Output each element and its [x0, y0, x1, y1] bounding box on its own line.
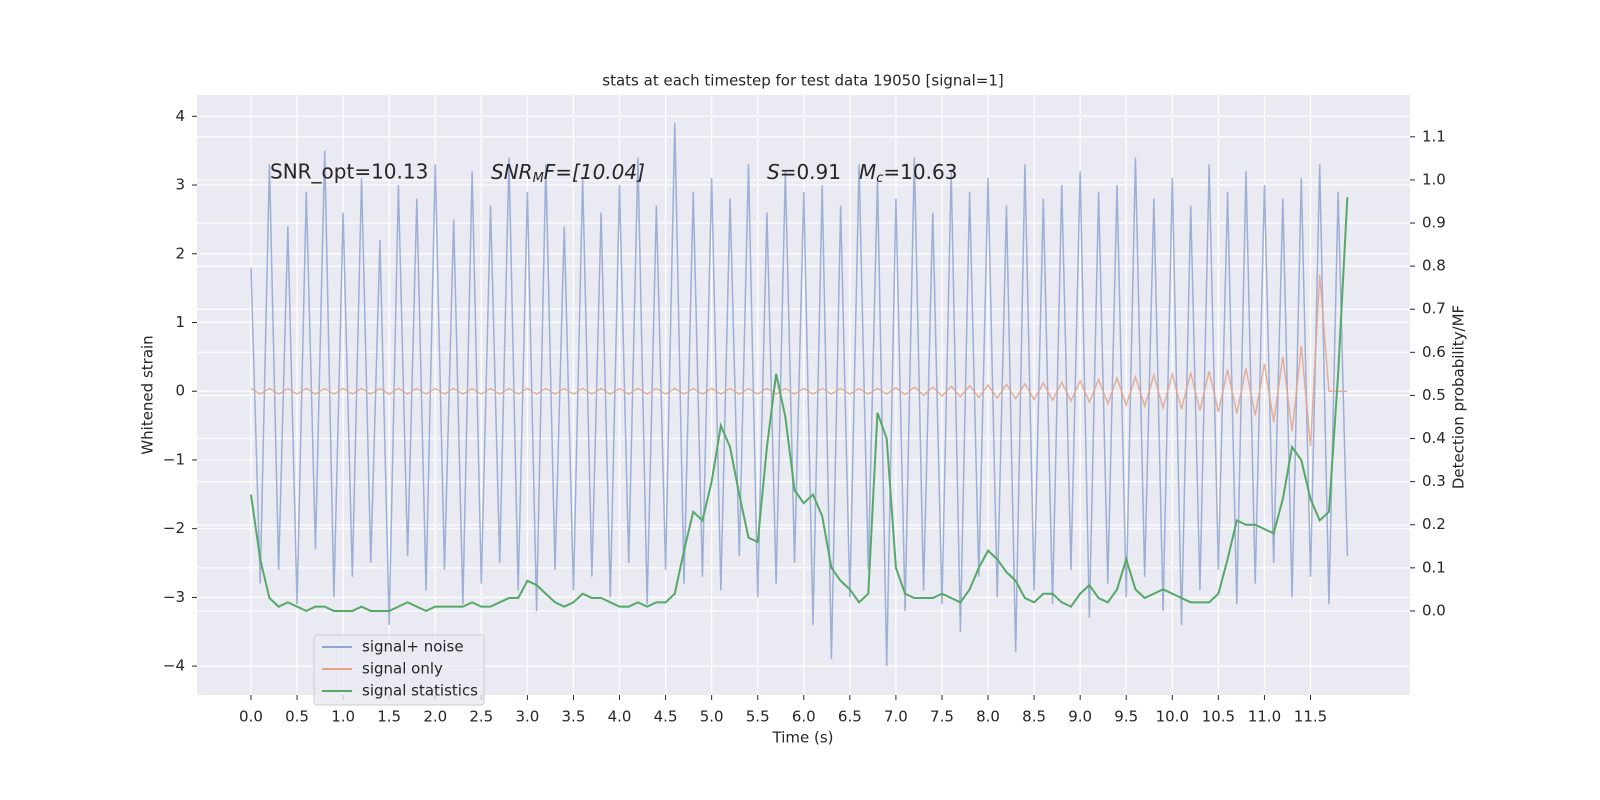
series-line	[250, 274, 1348, 447]
x-tick-label: 7.0	[884, 708, 908, 726]
series-line	[250, 123, 1349, 667]
marks	[249, 123, 1349, 667]
y2-tick-label: 0.4	[1422, 429, 1446, 447]
y2-axis-label: Detection probability/MF	[1450, 305, 1468, 489]
annotation-part: =10.63	[883, 160, 957, 184]
x-tick-label: 6.5	[838, 708, 862, 726]
y-tick-label: 3	[175, 176, 185, 194]
y-tick-label: −2	[163, 519, 185, 537]
x-tick-label: 9.5	[1114, 708, 1138, 726]
annotation-part: S	[767, 160, 780, 184]
y-tick-label: 4	[175, 107, 185, 125]
y2-tick-label: 0.6	[1422, 343, 1446, 361]
y2-tick-label: 0.0	[1422, 601, 1446, 619]
y2-tick-label: 0.1	[1422, 558, 1446, 576]
y-tick-label: 2	[175, 244, 185, 262]
y2-tick-label: 0.3	[1422, 472, 1446, 490]
x-tick-label: 8.0	[976, 708, 1000, 726]
y-tick-label: 1	[175, 313, 185, 331]
annotation-part: c	[876, 171, 883, 186]
x-tick-label: 8.5	[1022, 708, 1046, 726]
x-tick-label: 1.0	[331, 708, 355, 726]
x-tick-label: 11.0	[1248, 708, 1281, 726]
x-tick-label: 2.0	[423, 708, 447, 726]
x-tick-label: 3.0	[515, 708, 539, 726]
x-tick-label: 6.0	[792, 708, 816, 726]
x-tick-label: 5.5	[746, 708, 770, 726]
y2-tick-label: 0.8	[1422, 257, 1446, 275]
x-tick-label: 0.5	[285, 708, 309, 726]
x-tick-label: 1.5	[377, 708, 401, 726]
x-tick-label: 10.5	[1202, 708, 1235, 726]
y2-tick-label: 1.1	[1422, 127, 1446, 145]
legend-label: signal only	[362, 660, 443, 678]
x-tick-label: 3.5	[562, 708, 586, 726]
legend-label: signal statistics	[362, 682, 478, 700]
y-tick-label: −4	[163, 657, 185, 675]
x-tick-label: 4.0	[608, 708, 632, 726]
x-tick-label: 5.0	[700, 708, 724, 726]
annotation: S=0.91	[767, 160, 841, 184]
x-axis-label: Time (s)	[772, 729, 834, 747]
legend-box	[313, 634, 485, 706]
annotation-part: =0.91	[780, 160, 841, 184]
x-tick-label: 4.5	[654, 708, 678, 726]
y2-tick-label: 0.9	[1422, 214, 1446, 232]
x-tick-label: 7.5	[930, 708, 954, 726]
annotation-part: M	[859, 160, 876, 184]
x-tick-label: 0.0	[239, 708, 263, 726]
chart-title: stats at each timestep for test data 190…	[602, 72, 1003, 90]
y-tick-label: −3	[163, 588, 185, 606]
x-tick-label: 9.0	[1068, 708, 1092, 726]
y2-tick-label: 1.0	[1422, 170, 1446, 188]
annotation: SNR_opt=10.13	[270, 160, 428, 184]
legend: signal+ noise signal only signal statistic…	[313, 634, 485, 706]
y-tick-label: −1	[163, 450, 185, 468]
annotation-part: M	[533, 171, 544, 186]
annotation-part: F=[10.04]	[544, 160, 645, 184]
y-tick-label: 0	[175, 382, 185, 400]
y-axis-label: Whitened strain	[139, 335, 157, 454]
legend-label: signal+ noise	[362, 638, 464, 656]
annotation-part: SNR	[491, 160, 533, 184]
annotation: SNRMF=[10.04]	[491, 160, 645, 186]
series-line	[249, 197, 1349, 613]
x-tick-label: 11.5	[1294, 708, 1327, 726]
axes: 0.0 0.5 1.0 1.5 2.0 2.5 3.0 3.5 4.0 4.5 5.0 5.5 6.0 6…	[163, 107, 1446, 726]
y2-tick-label: 0.2	[1422, 515, 1446, 533]
annotation: Mc=10.63	[859, 160, 957, 186]
x-tick-label: 10.0	[1156, 708, 1189, 726]
y2-tick-label: 0.7	[1422, 300, 1446, 318]
y2-tick-label: 0.5	[1422, 386, 1446, 404]
x-tick-label: 2.5	[469, 708, 493, 726]
